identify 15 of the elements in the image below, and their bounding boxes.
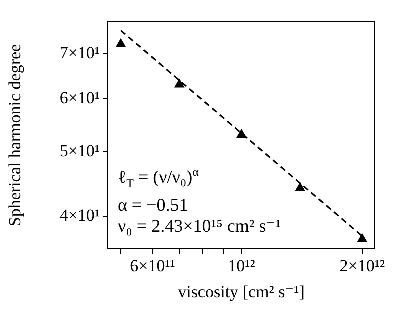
x-tick-label: 2×10¹² — [340, 256, 386, 276]
y-axis-title: Spherical harmonic degree — [6, 44, 25, 227]
annotation: ℓ$_{T}$ = (ν/ν₀)$^{α}$ — [118, 164, 200, 193]
x-tick-label: 10¹² — [228, 256, 256, 276]
annotation: ν₀ = 2.43×10¹⁵ cm² s⁻¹ — [118, 216, 282, 237]
x-axis-title: viscosity [cm² s⁻¹] — [178, 282, 305, 302]
y-tick-label: 5×10¹ — [60, 141, 100, 160]
annotation: α = −0.51 — [118, 194, 190, 216]
point — [116, 38, 126, 48]
y-tick-label: 4×10¹ — [60, 206, 100, 226]
y-tick-label: 6×10¹ — [60, 88, 100, 108]
x-tick-label: 6×10¹¹ — [130, 256, 176, 276]
point — [236, 130, 247, 138]
y-tick-label: 7×10¹ — [60, 44, 100, 63]
point — [358, 234, 368, 242]
